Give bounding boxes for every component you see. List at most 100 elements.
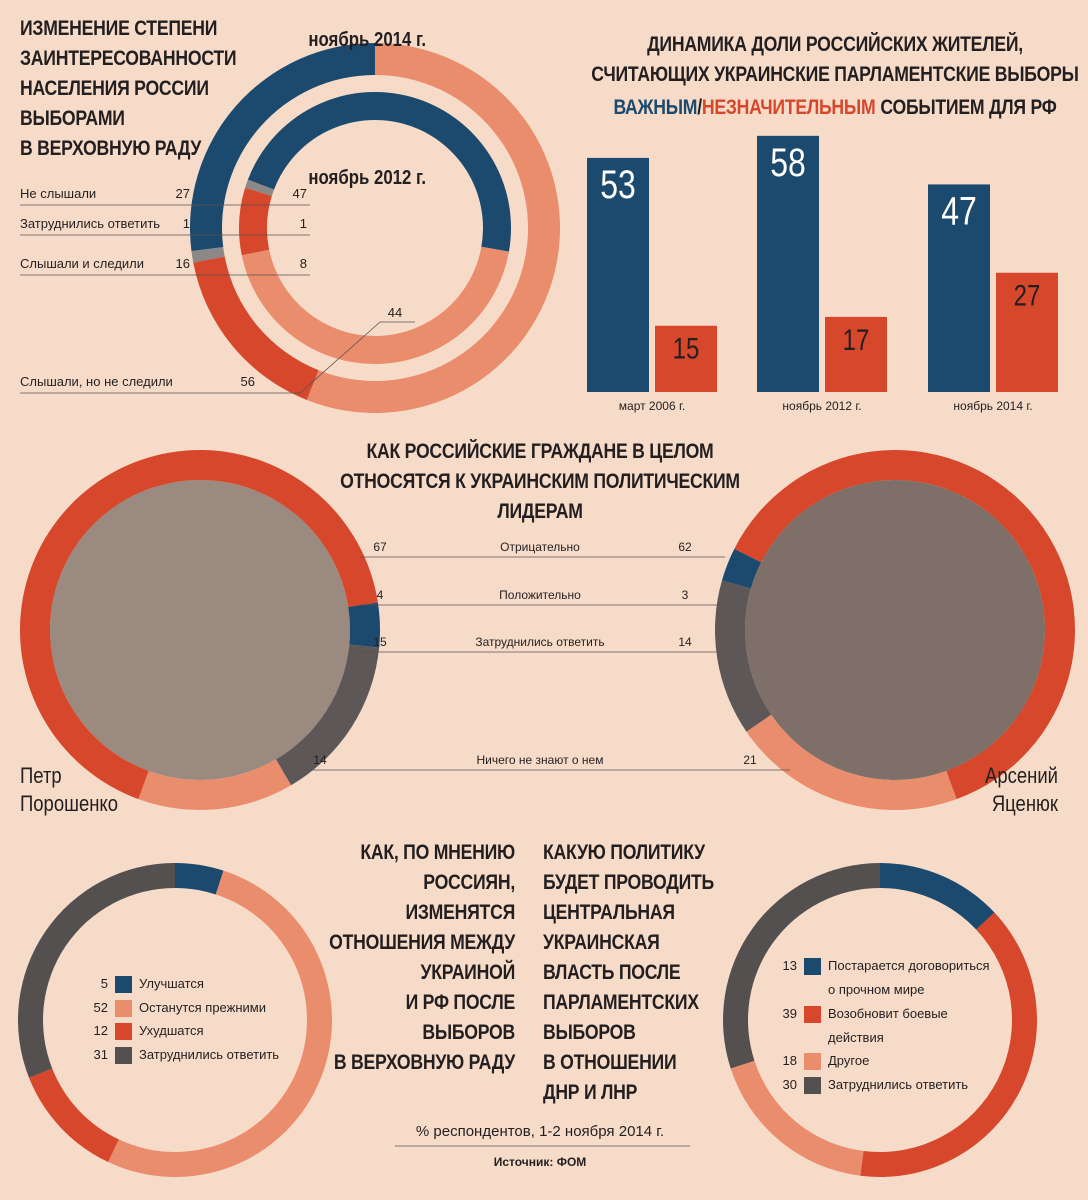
value-label: 16	[175, 256, 190, 271]
category-label: Положительно	[499, 588, 581, 602]
legend-swatch	[804, 1053, 821, 1070]
ring-segment	[860, 912, 1037, 1177]
legend-swatch	[804, 1006, 821, 1023]
value-label: 27	[175, 186, 190, 201]
value-label: 14	[313, 753, 327, 767]
value-label: 12	[93, 1023, 108, 1038]
value-label: 15	[673, 331, 700, 365]
ring-segment	[17, 863, 176, 1078]
ring-segment	[730, 1060, 864, 1176]
photo	[50, 480, 350, 780]
ring-segment	[715, 580, 772, 732]
value-label: 4	[376, 588, 384, 602]
series-name: Арсений Яценюк	[985, 763, 1058, 816]
ring-segment	[245, 179, 275, 197]
value-label: 44	[387, 305, 403, 320]
value-label: 39	[782, 1006, 797, 1021]
value-label: 47	[941, 188, 977, 233]
ring-segment	[348, 602, 380, 648]
chart-title: КАКУЮ ПОЛИТИКУ БУДЕТ ПРОВОДИТЬ ЦЕНТРАЛЬН…	[543, 841, 714, 1104]
title-end: СОБЫТИЕМ ДЛЯ РФ	[880, 96, 1057, 119]
legend-entry: Улучшатся	[139, 976, 204, 991]
category-label: Отрицательно	[500, 540, 580, 554]
bar	[825, 316, 887, 392]
ring-segment	[108, 870, 332, 1177]
value-label: 67	[373, 540, 387, 554]
value-label: 58	[770, 139, 806, 184]
category-label: Слышали, но не следили	[20, 374, 173, 389]
value-label: 14	[678, 635, 692, 649]
note: % респондентов, 1-2 ноября 2014 г.	[415, 1123, 665, 1140]
ring-segment	[241, 246, 509, 364]
legend-entry: Возобновит боевые действия	[828, 1006, 948, 1045]
value-label: 30	[782, 1077, 797, 1092]
x-tick-label: ноябрь 2014 г.	[953, 399, 1033, 413]
legend-entry: Ухудшатся	[139, 1023, 204, 1038]
legend-swatch	[804, 1077, 821, 1094]
ring-segment	[275, 644, 380, 786]
ring-segment	[880, 863, 995, 930]
value-label: 5	[100, 976, 108, 991]
ring-segment	[247, 91, 511, 252]
ring-segment	[721, 548, 762, 589]
value-label: 13	[782, 958, 797, 973]
legend-entry: Затруднились ответить	[139, 1047, 280, 1062]
legend-entry: Постарается договориться о прочном мире	[828, 958, 990, 997]
value-label: 8	[299, 256, 307, 271]
value-label: 1	[182, 216, 190, 231]
ring-segment	[723, 863, 880, 1069]
ring-segment	[746, 714, 957, 810]
category-label: Ничего не знают о нем	[476, 753, 604, 767]
bar	[587, 157, 649, 392]
value-label: 53	[600, 161, 636, 206]
ring-segment	[191, 247, 225, 263]
chart-title: ДИНАМИКА ДОЛИ РОССИЙСКИХ ЖИТЕЛЕЙ, СЧИТАЮ…	[591, 33, 1079, 86]
legend-entry: НЕЗНАЧИТЕЛЬНЫМ	[701, 96, 876, 119]
category-label: Слышали и следили	[20, 256, 145, 271]
series-label: ноябрь 2014 г.	[308, 29, 427, 51]
value-label: 1	[299, 216, 307, 231]
bar	[996, 272, 1058, 392]
value-label: 17	[843, 322, 870, 356]
legend-entry: ВАЖНЫМ	[613, 96, 698, 119]
chart-title-line: ВАЖНЫМ/НЕЗНАЧИТЕЛЬНЫМ СОБЫТИЕМ ДЛЯ РФ	[570, 93, 1088, 123]
category-label: Не слышали	[20, 186, 97, 201]
legend-entry: Другое	[828, 1053, 870, 1068]
ring-segment	[175, 863, 224, 895]
ring-segment	[193, 256, 319, 401]
ring-segment	[190, 43, 375, 252]
value-label: 31	[93, 1047, 108, 1062]
ring-segment	[138, 759, 292, 810]
bar	[928, 184, 990, 392]
bar	[757, 135, 819, 393]
value-label: 52	[93, 1000, 108, 1015]
value-label: 56	[240, 374, 255, 389]
chart-title: ИЗМЕНЕНИЕ СТЕПЕНИ ЗАИНТЕРЕСОВАННОСТИ НАС…	[20, 17, 237, 160]
source: Источник: ФОМ	[493, 1155, 587, 1169]
value-label: 62	[678, 540, 692, 554]
value-label: 15	[373, 635, 387, 649]
chart-title: КАК РОССИЙСКИЕ ГРАЖДАНЕ В ЦЕЛОМ ОТНОСЯТС…	[340, 440, 740, 523]
value-label: 27	[1014, 278, 1041, 312]
photo	[745, 480, 1045, 780]
chart-title: КАК, ПО МНЕНИЮ РОССИЯН, ИЗМЕНЯТСЯ ОТНОШЕ…	[329, 841, 515, 1074]
legend-swatch	[115, 976, 132, 993]
title-separator: /	[697, 96, 702, 119]
leader-line	[299, 321, 381, 394]
legend-swatch	[115, 1023, 132, 1040]
value-label: 21	[743, 753, 757, 767]
legend-swatch	[115, 1000, 132, 1017]
value-label: 3	[681, 588, 689, 602]
bar	[655, 325, 717, 392]
category-label: Затруднились ответить	[475, 635, 605, 649]
legend-swatch	[115, 1047, 132, 1064]
x-tick-label: март 2006 г.	[618, 399, 686, 413]
legend-swatch	[804, 958, 821, 975]
series-name: Петр Порошенко	[20, 763, 119, 816]
ring-segment	[29, 1068, 119, 1163]
ring-segment	[306, 43, 561, 413]
value-label: 18	[782, 1053, 797, 1068]
category-label: Затруднились ответить	[20, 216, 161, 231]
